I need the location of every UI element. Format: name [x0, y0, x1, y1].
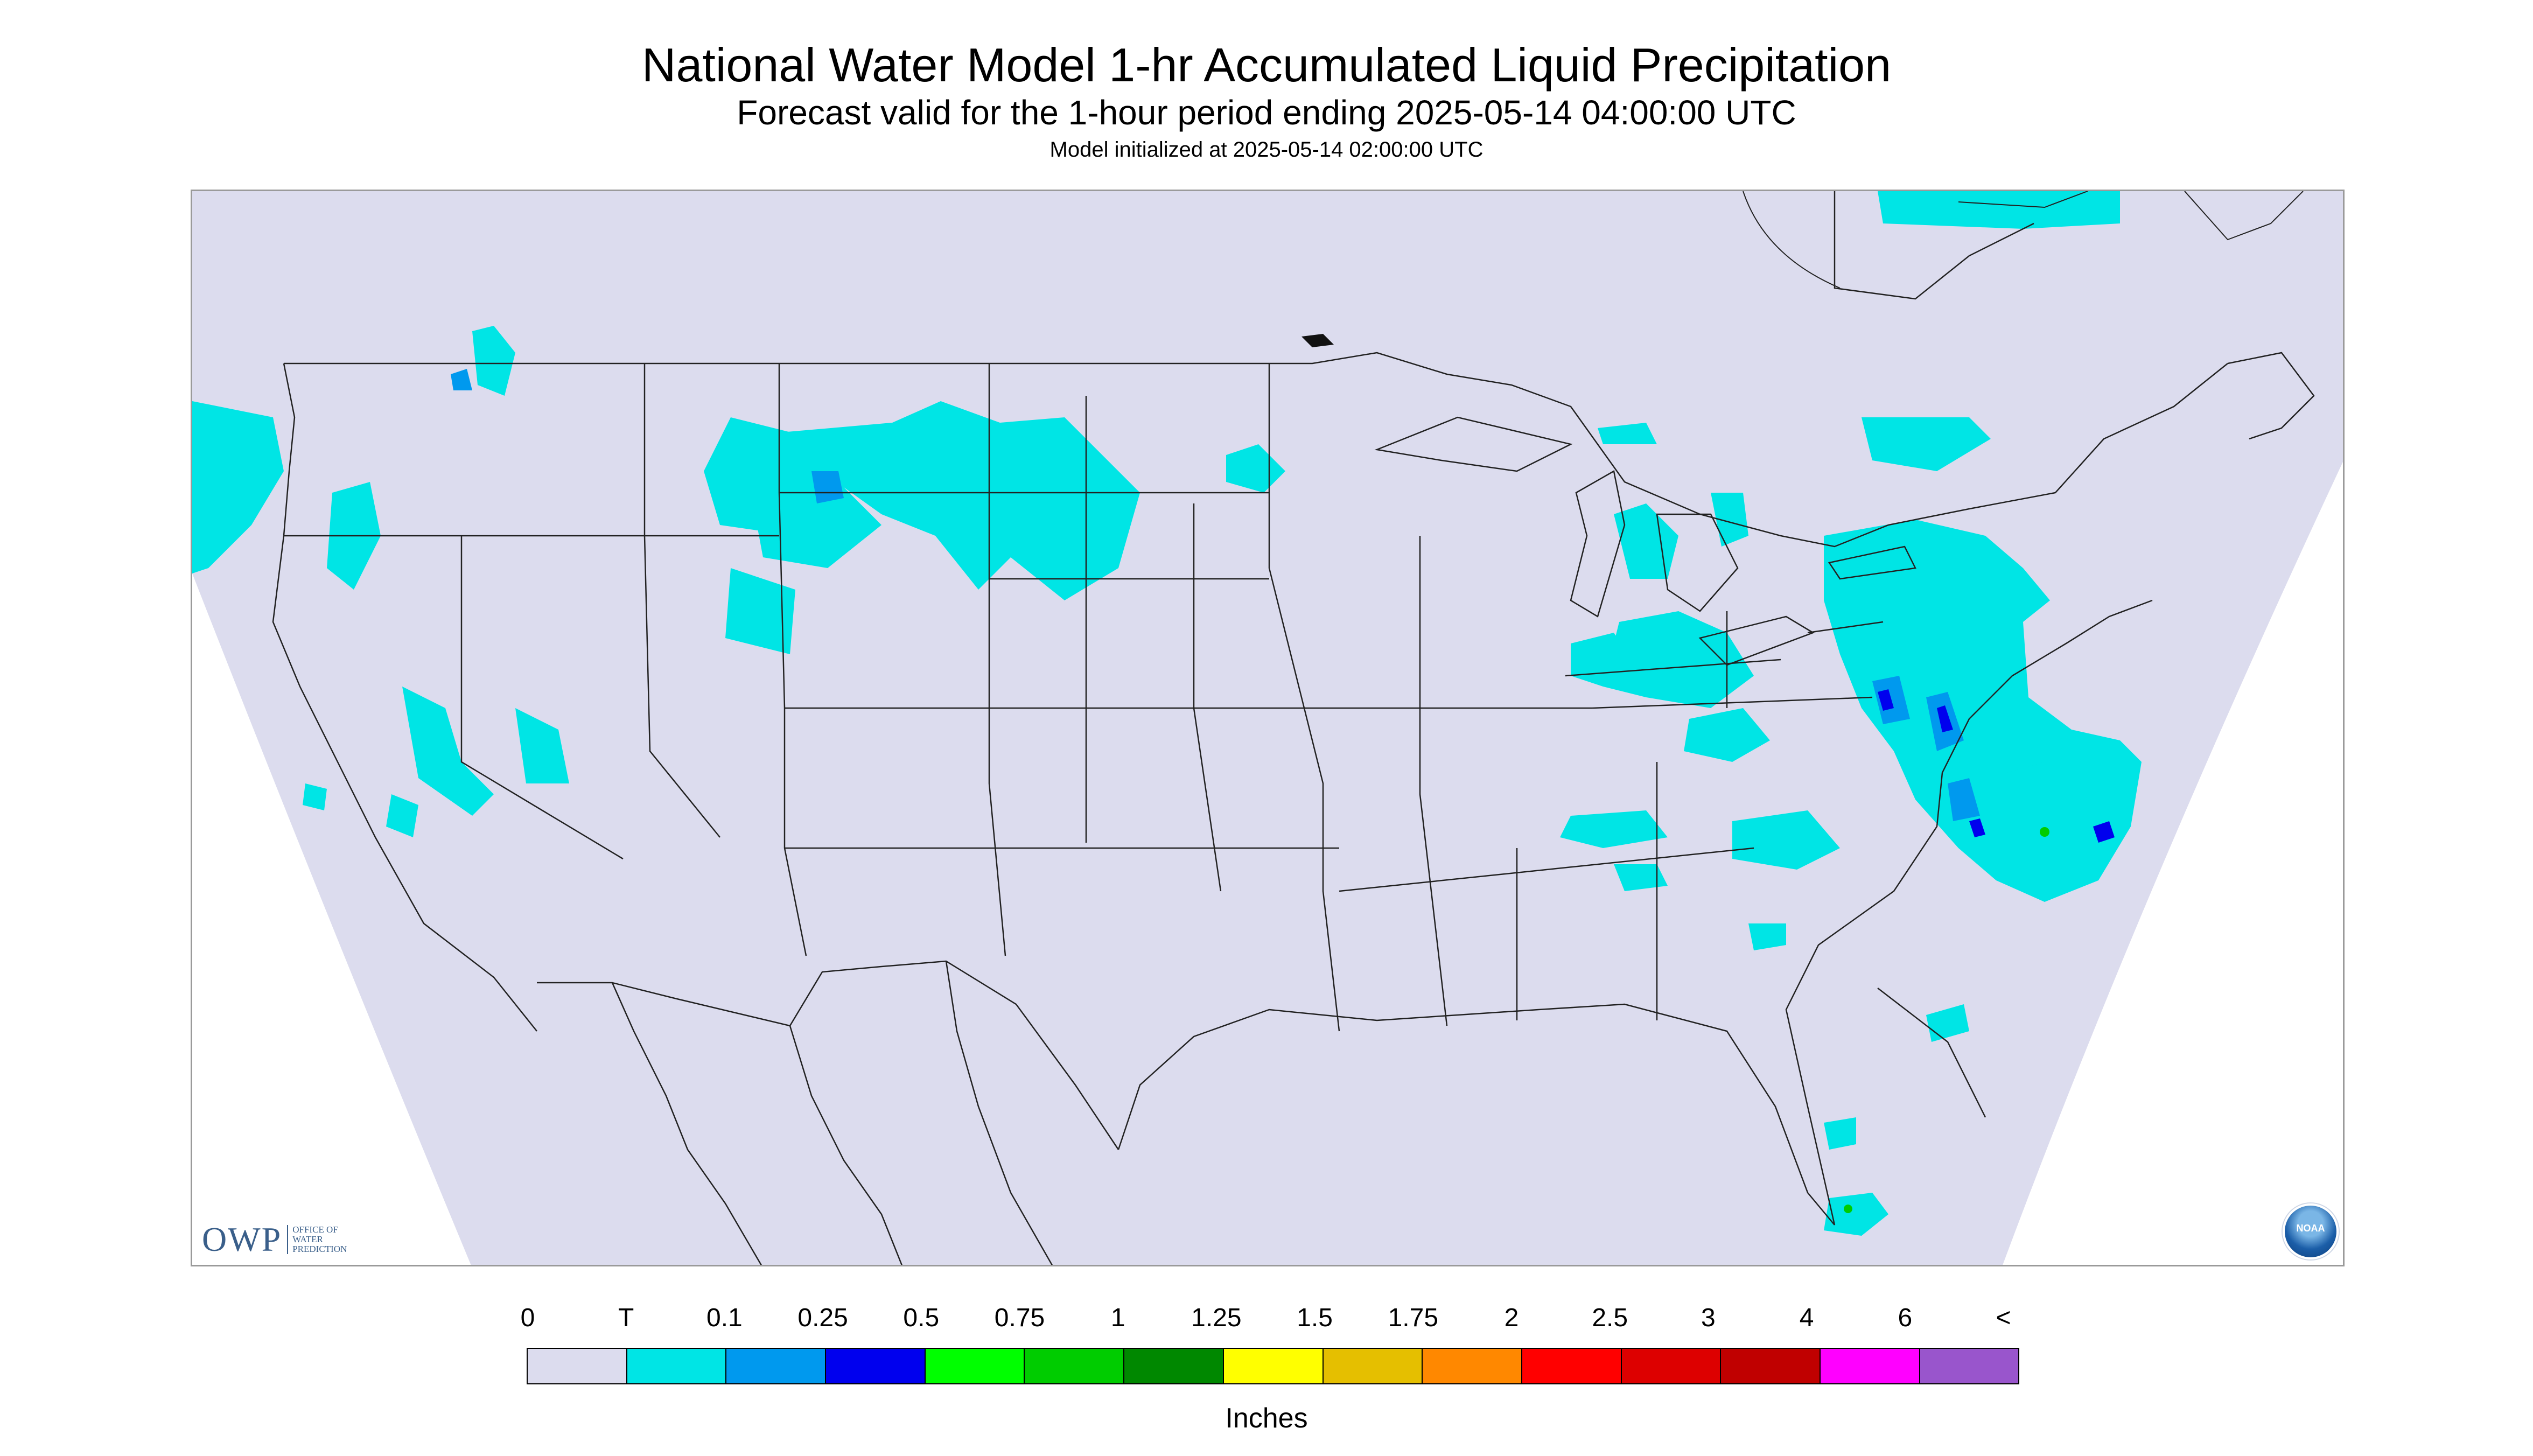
legend-color-box	[1422, 1348, 1522, 1384]
legend-tick-label: 1.75	[1388, 1304, 1439, 1332]
owp-logo-mark: OWP	[202, 1220, 282, 1258]
model-init-line: Model initialized at 2025-05-14 02:00:00…	[1049, 138, 1484, 162]
legend-tick-label: 3	[1701, 1304, 1716, 1332]
legend-color-box	[1322, 1348, 1423, 1384]
legend-tick-label: 0.25	[797, 1304, 848, 1332]
legend-color-box	[725, 1348, 827, 1384]
legend-tick-label: 0.5	[903, 1304, 940, 1332]
legend-tick-label: 6	[1898, 1304, 1913, 1332]
precip-light-areas	[451, 369, 1980, 821]
legend-color-box	[1222, 1348, 1324, 1384]
legend-tick-label: 1	[1110, 1304, 1125, 1332]
precipitation-map: OWP OFFICE OF WATER PREDICTION NOAA	[191, 190, 2345, 1266]
forecast-valid-subtitle: Forecast valid for the 1-hour period end…	[737, 93, 1796, 132]
legend-tick-label: 4	[1799, 1304, 1814, 1332]
legend-tick-label: 0	[520, 1304, 535, 1332]
legend-tick-label: <	[1996, 1304, 2011, 1332]
map-title: National Water Model 1-hr Accumulated Li…	[641, 38, 1892, 92]
legend-color-box	[1819, 1348, 1920, 1384]
precip-heavy-cells	[1844, 827, 2049, 1213]
legend-color-box	[527, 1348, 627, 1384]
legend-tick-label: 1.5	[1297, 1304, 1333, 1332]
legend-tick-label: 0.1	[706, 1304, 743, 1332]
legend-tick-label: 2	[1504, 1304, 1519, 1332]
domain-mask-left	[192, 573, 471, 1265]
legend-units-label: Inches	[1225, 1403, 1308, 1434]
legend-color-box	[1919, 1348, 2020, 1384]
legend-color-box	[825, 1348, 926, 1384]
legend-color-box	[1620, 1348, 1722, 1384]
owp-logo: OWP OFFICE OF WATER PREDICTION	[202, 1220, 347, 1259]
legend-tick-label: T	[618, 1304, 634, 1332]
precip-trace-areas	[192, 191, 2142, 1236]
legend-tick-label: 2.5	[1592, 1304, 1628, 1332]
legend-color-box	[1024, 1348, 1125, 1384]
legend-tick-label: 0.75	[994, 1304, 1045, 1332]
precip-moderate-areas	[1878, 689, 2115, 843]
legend-color-box	[1123, 1348, 1224, 1384]
owp-logo-subtext: OFFICE OF WATER PREDICTION	[287, 1225, 347, 1254]
legend-tick-label: 1.25	[1191, 1304, 1242, 1332]
legend-color-box	[924, 1348, 1025, 1384]
noaa-logo-text: NOAA	[2296, 1223, 2325, 1234]
canada-coast-outline	[1743, 191, 2304, 289]
island-detail	[1302, 334, 1334, 347]
map-canvas	[192, 191, 2343, 1265]
legend-color-box	[1720, 1348, 1821, 1384]
legend-color-box	[626, 1348, 727, 1384]
legend-color-boxes	[527, 1348, 2020, 1384]
political-boundaries	[272, 191, 2315, 1265]
noaa-logo: NOAA	[2283, 1203, 2339, 1259]
domain-mask-right	[2003, 461, 2343, 1265]
legend-color-box	[1521, 1348, 1622, 1384]
